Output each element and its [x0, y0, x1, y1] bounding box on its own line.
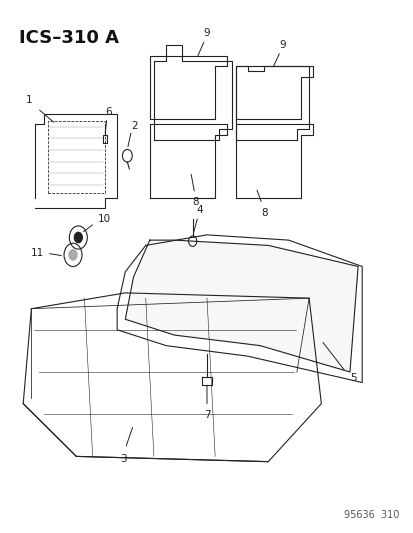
Text: 95636  310: 95636 310	[343, 510, 398, 520]
Text: 9: 9	[279, 40, 285, 50]
Polygon shape	[125, 240, 357, 372]
Text: 3: 3	[120, 454, 126, 464]
Text: 8: 8	[192, 197, 198, 207]
Text: ICS–310 A: ICS–310 A	[19, 29, 119, 47]
Text: 10: 10	[97, 214, 110, 224]
Text: 5: 5	[349, 373, 356, 383]
Text: 2: 2	[131, 121, 137, 131]
Circle shape	[69, 249, 77, 260]
Text: 9: 9	[203, 28, 210, 38]
Text: 11: 11	[31, 248, 44, 259]
Text: 8: 8	[260, 208, 267, 217]
Circle shape	[74, 232, 82, 243]
Text: 1: 1	[26, 95, 33, 106]
Text: 4: 4	[196, 205, 203, 215]
Text: 6: 6	[104, 107, 111, 117]
Text: 7: 7	[203, 410, 210, 420]
